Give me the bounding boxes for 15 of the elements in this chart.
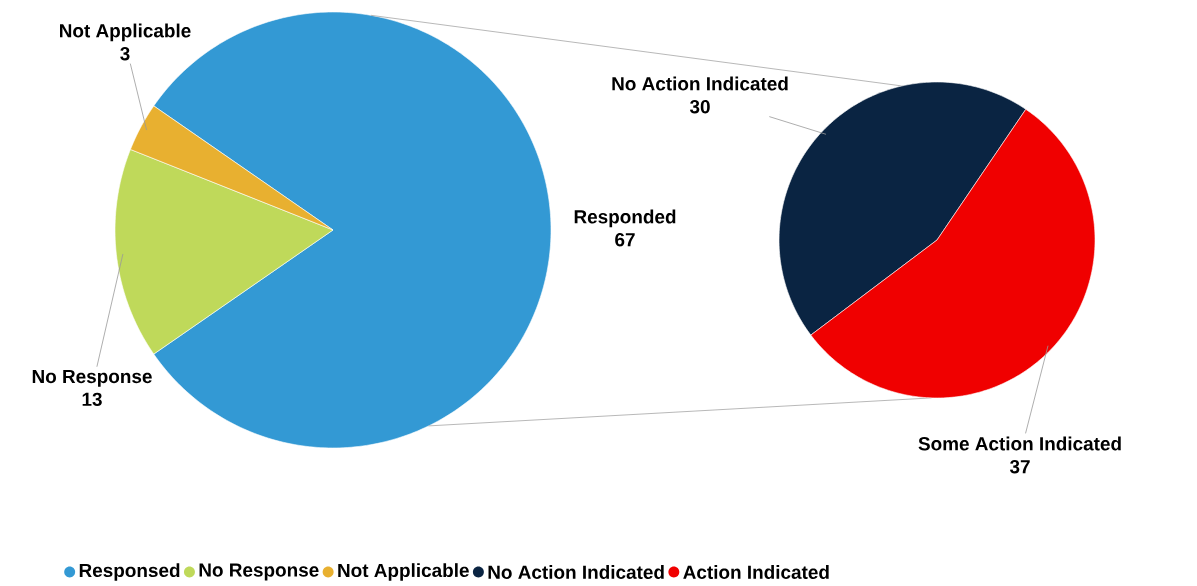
data-label: 3 xyxy=(120,46,130,61)
legend-label: Responsed xyxy=(79,563,180,581)
text: Responded xyxy=(574,209,676,228)
text: No Action Indicated xyxy=(612,76,788,91)
legend-label: Action Indicated xyxy=(683,565,829,579)
text: Not Applicable xyxy=(60,23,191,42)
legend-label: No Response xyxy=(199,563,319,581)
data-label: 37 xyxy=(1009,459,1030,474)
legend-label: No Action Indicated xyxy=(488,565,664,579)
legend-label: Not Applicable xyxy=(338,563,469,581)
text: No Response xyxy=(32,369,152,387)
data-label: 13 xyxy=(82,392,102,407)
text: Some Action Indicated xyxy=(918,436,1121,451)
data-label: 67 xyxy=(615,233,635,247)
data-label: 30 xyxy=(689,99,710,114)
